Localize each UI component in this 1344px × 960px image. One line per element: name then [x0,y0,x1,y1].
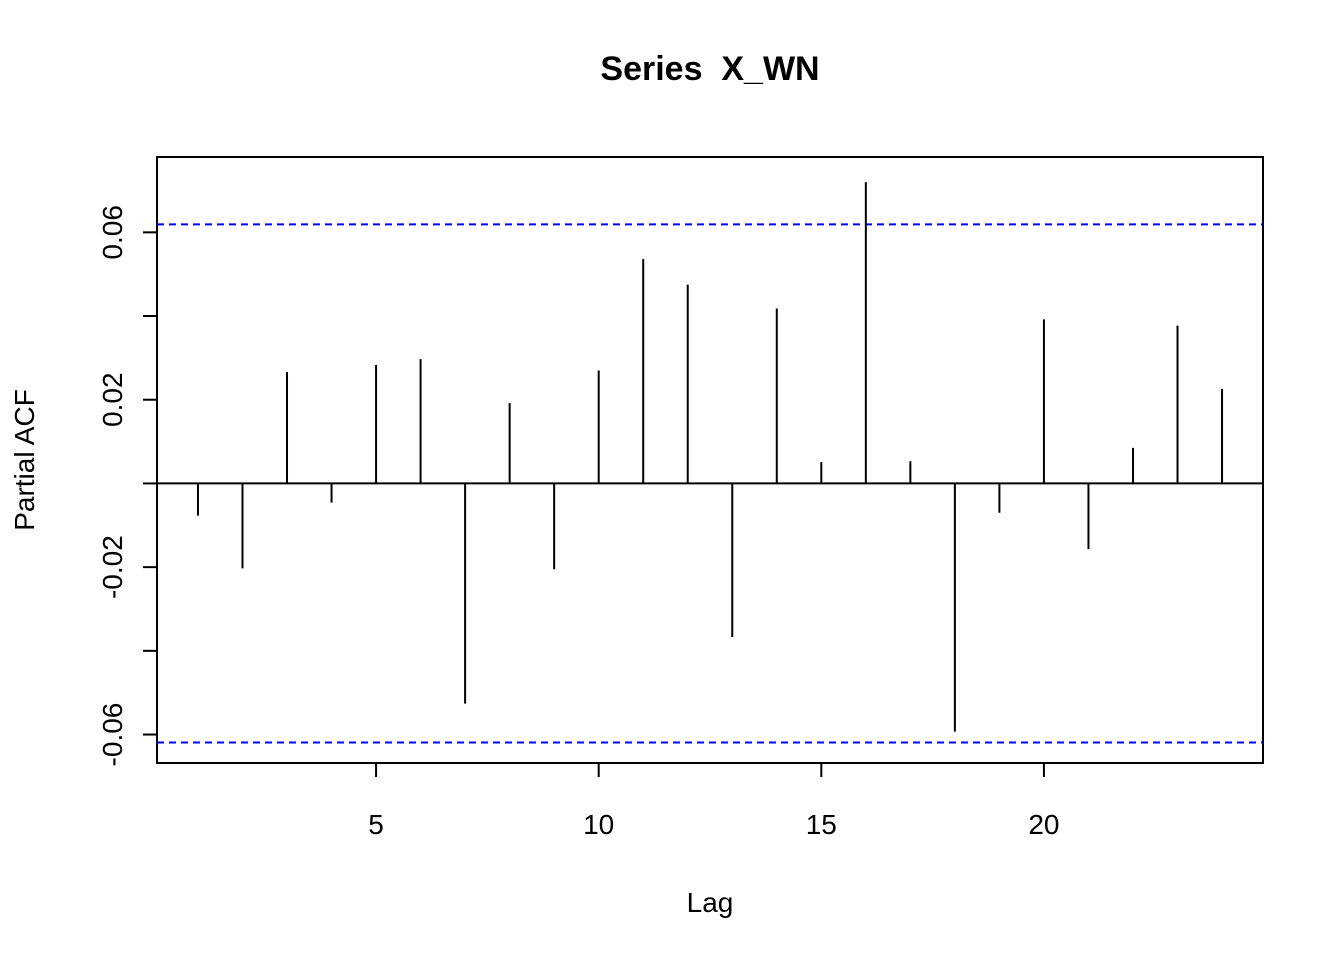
pacf-bars [157,182,1263,732]
x-tick-label: 10 [583,809,614,840]
y-tick-label: -0.02 [97,535,128,599]
confidence-bounds [157,223,1263,744]
chart-title: Series X_WN [600,50,819,88]
y-tick-label: 0.06 [97,205,128,259]
x-axis: 5 10 15 20 [368,763,1060,840]
y-tick-label: -0.06 [97,703,128,767]
x-tick-label: 20 [1028,809,1059,840]
x-axis-label: Lag [687,887,734,918]
y-tick-label: 0.02 [97,372,128,427]
y-axis: -0.06 -0.02 0.02 0.06 [97,205,157,766]
y-axis-label: Partial ACF [9,389,40,531]
x-tick-label: 15 [806,809,837,840]
plot-frame [156,156,1264,764]
x-tick-label: 5 [368,809,384,840]
